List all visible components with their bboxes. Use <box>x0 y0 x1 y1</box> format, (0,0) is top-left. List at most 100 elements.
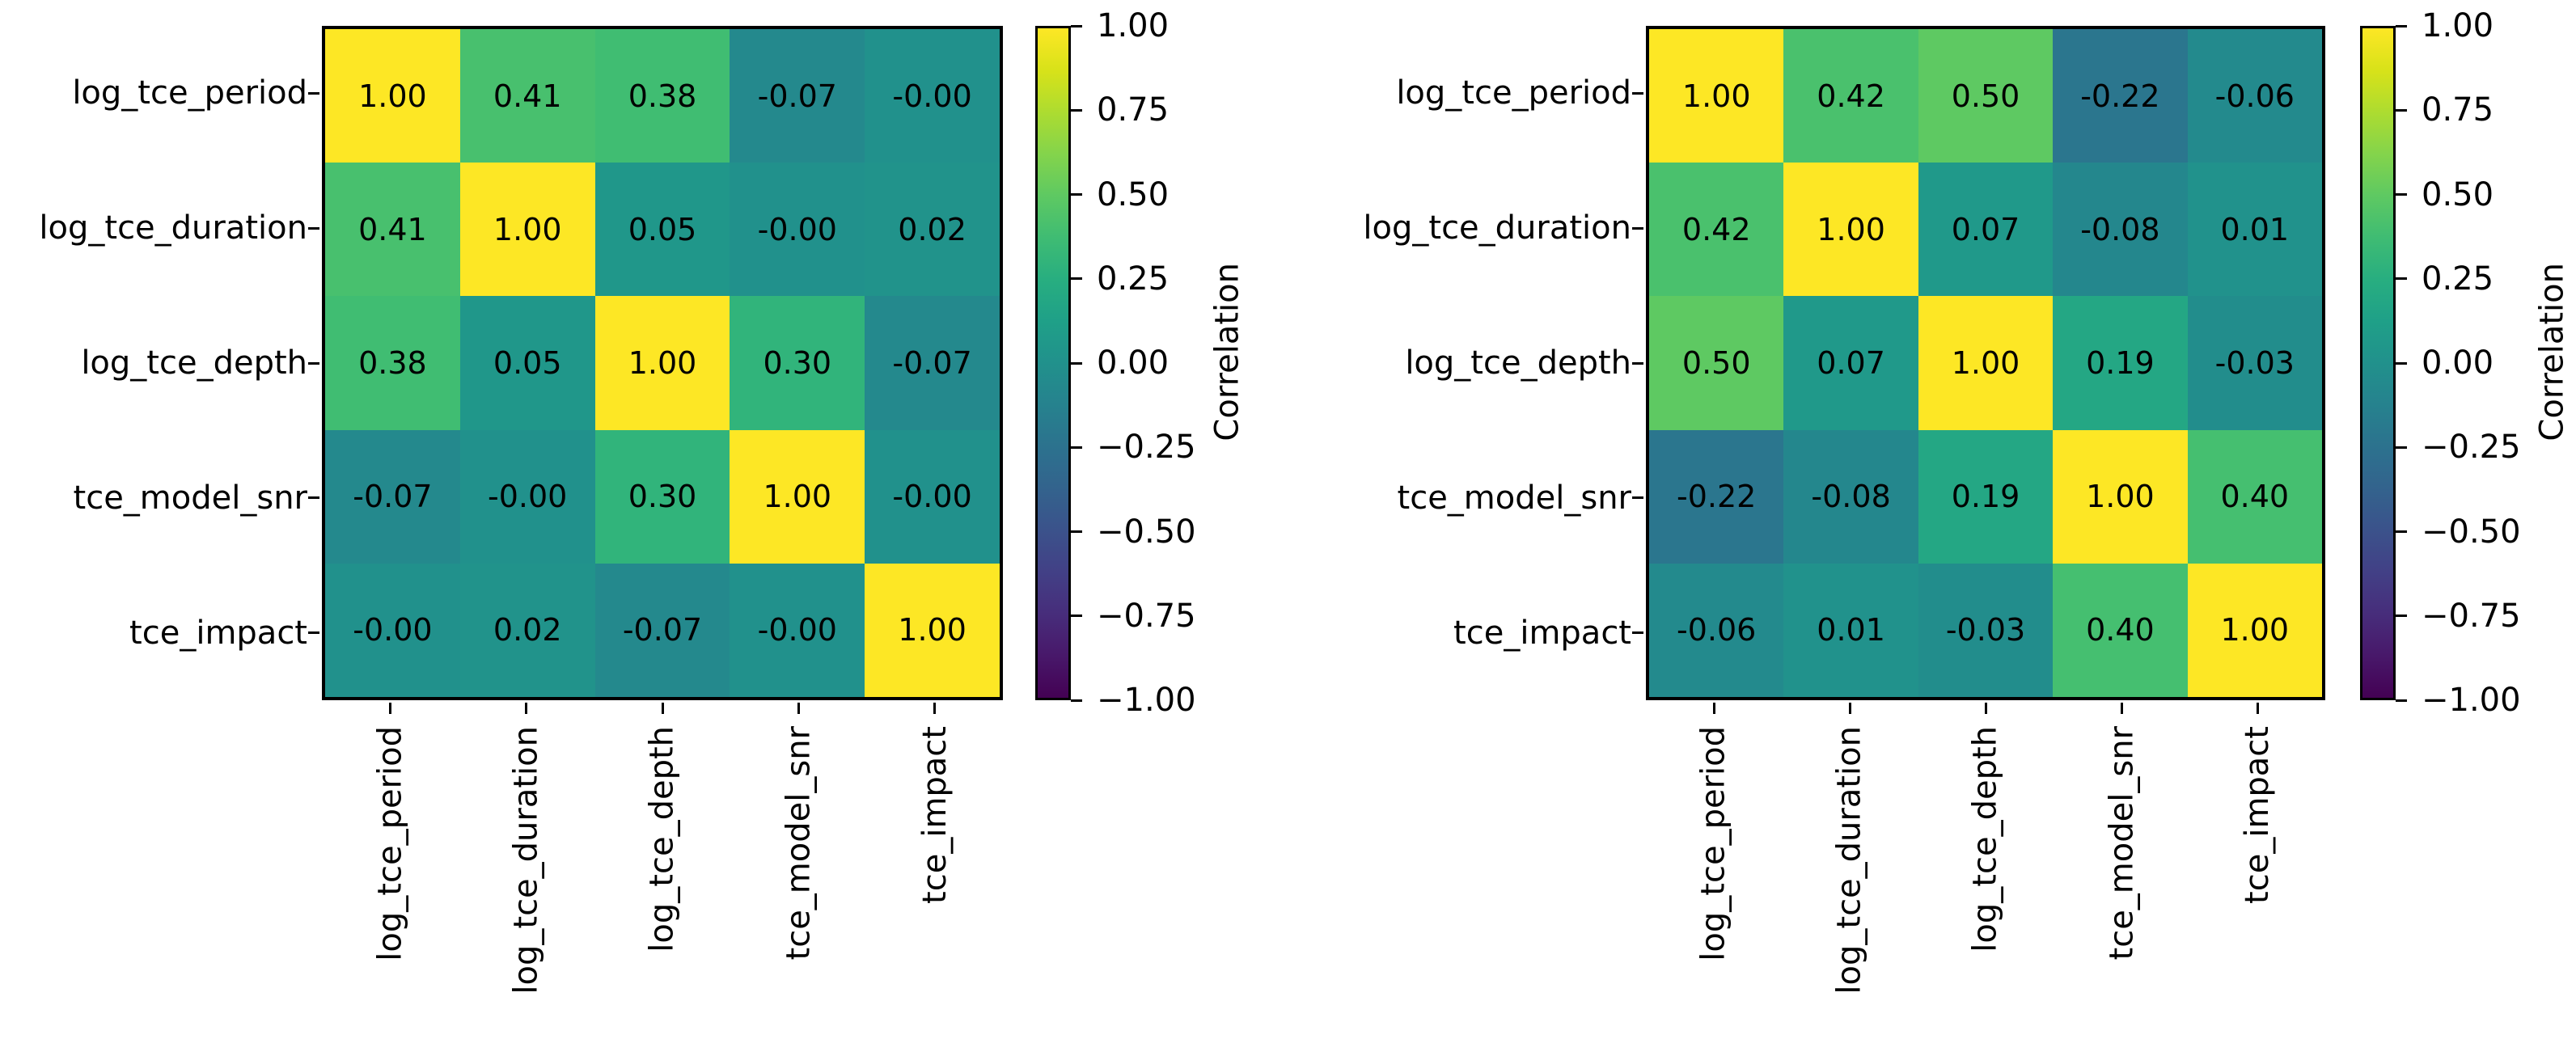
heatmap-cell: 0.02 <box>459 563 595 697</box>
y-axis-tick <box>308 496 319 500</box>
heatmap-cell: -0.06 <box>1649 563 1784 697</box>
colorbar-tick <box>2396 530 2407 533</box>
colorbar-tick <box>1071 361 1082 365</box>
heatmap-cell: 0.42 <box>1783 29 1918 163</box>
y-axis-tick <box>308 361 319 365</box>
colorbar-tick-label: 0.75 <box>2422 91 2494 129</box>
heatmap-cell: -0.22 <box>1649 429 1784 564</box>
heatmap-cell: -0.00 <box>865 429 1000 564</box>
heatmap-cell: -0.00 <box>325 563 460 697</box>
heatmap-grid: 1.00 0.42 0.50 -0.22 -0.06 0.42 1.00 0.07 -0.08 0… <box>1646 26 2325 700</box>
heatmap-cell: 0.05 <box>594 163 730 297</box>
colorbar-axis-label: Correlation <box>1209 263 1246 441</box>
heatmap-cell: -0.08 <box>1783 429 1918 564</box>
y-axis-tick-label: tce_impact <box>129 614 307 652</box>
heatmap-cell: 0.50 <box>1918 29 2054 163</box>
colorbar-tick-label: 0.50 <box>1097 175 1170 213</box>
y-axis-tick-label: log_tce_duration <box>1363 209 1631 247</box>
colorbar-tick <box>2396 277 2407 281</box>
x-axis-tick-label: log_tce_depth <box>1967 726 2004 952</box>
heatmap-cell: -0.22 <box>2053 29 2188 163</box>
x-axis-tick-label: log_tce_period <box>1695 726 1732 961</box>
heatmap-cell: -0.00 <box>730 563 865 697</box>
colorbar-tick <box>2396 24 2407 27</box>
colorbar-tick <box>1071 530 1082 533</box>
y-axis-tick <box>1632 361 1643 365</box>
colorbar-tick <box>1071 24 1082 27</box>
x-axis-tick <box>2120 703 2123 714</box>
colorbar-tick <box>2396 108 2407 112</box>
heatmap-cell: 0.38 <box>594 29 730 163</box>
x-axis-tick-label: log_tce_duration <box>507 726 545 995</box>
y-axis-tick <box>308 226 319 230</box>
heatmap-cell: 1.00 <box>730 429 865 564</box>
y-axis-tick-label: tce_impact <box>1453 614 1631 652</box>
colorbar-tick-label: 1.00 <box>2422 7 2494 44</box>
heatmap-grid: 1.00 0.41 0.38 -0.07 -0.00 0.41 1.00 0.05 -0.00 0… <box>322 26 1003 700</box>
x-axis-tick <box>797 703 800 714</box>
y-axis-tick-label: tce_model_snr <box>73 479 307 517</box>
colorbar-tick <box>1071 446 1082 449</box>
heatmap-cell: 0.30 <box>730 296 865 430</box>
heatmap-cell: 0.19 <box>1918 429 2054 564</box>
x-axis-tick-label: log_tce_depth <box>644 726 681 952</box>
heatmap-cell: 1.00 <box>325 29 460 163</box>
colorbar-tick-label: −0.25 <box>2422 429 2521 467</box>
colorbar-tick-label: −0.75 <box>1097 597 1196 635</box>
heatmap-cell: -0.06 <box>2187 29 2322 163</box>
heatmap-cell: -0.07 <box>594 563 730 697</box>
colorbar-tick <box>2396 615 2407 618</box>
y-axis-tick <box>308 91 319 95</box>
y-axis-tick-label: log_tce_depth <box>81 344 307 382</box>
x-axis-tick <box>2256 703 2259 714</box>
heatmap-cell: 0.40 <box>2053 563 2188 697</box>
colorbar <box>1035 26 1071 700</box>
y-axis-tick <box>1632 91 1643 95</box>
colorbar-tick-label: 0.25 <box>2422 260 2494 298</box>
y-axis-tick <box>1632 226 1643 230</box>
heatmap-cell: 1.00 <box>2187 563 2322 697</box>
colorbar-tick <box>1071 277 1082 281</box>
x-axis-tick-label: tce_model_snr <box>780 726 818 961</box>
colorbar-tick-label: −0.50 <box>2422 513 2521 551</box>
heatmap-cell: 1.00 <box>1783 163 1918 297</box>
x-axis-tick-label: log_tce_duration <box>1831 726 1868 995</box>
x-axis-tick <box>1984 703 1987 714</box>
x-axis-tick <box>1848 703 1851 714</box>
heatmap-cell: -0.07 <box>325 429 460 564</box>
colorbar-axis-label: Correlation <box>2534 263 2571 441</box>
y-axis-tick-label: log_tce_period <box>1396 74 1631 112</box>
x-axis-tick-label: log_tce_period <box>371 726 409 961</box>
colorbar-tick-label: 0.00 <box>2422 344 2494 382</box>
heatmap-cell: 0.07 <box>1783 296 1918 430</box>
colorbar-tick <box>2396 193 2407 196</box>
heatmap-cell: 0.02 <box>865 163 1000 297</box>
colorbar-tick-label: 0.75 <box>1097 91 1170 129</box>
heatmap-cell: 0.38 <box>325 296 460 430</box>
x-axis-tick <box>1712 703 1715 714</box>
y-axis-tick <box>1632 496 1643 500</box>
y-axis-tick <box>1632 631 1643 635</box>
heatmap-cell: -0.08 <box>2053 163 2188 297</box>
heatmap-cell: -0.00 <box>459 429 595 564</box>
heatmap-cell: 1.00 <box>2053 429 2188 564</box>
colorbar-tick-label: 1.00 <box>1097 7 1170 44</box>
heatmap-cell: 0.40 <box>2187 429 2322 564</box>
heatmap-cell: 0.01 <box>2187 163 2322 297</box>
colorbar-tick-label: 0.00 <box>1097 344 1170 382</box>
colorbar-tick-label: −1.00 <box>1097 682 1196 719</box>
colorbar-tick-label: −1.00 <box>2422 682 2521 719</box>
y-axis-tick-label: tce_model_snr <box>1397 479 1631 517</box>
heatmap-cell: 1.00 <box>1918 296 2054 430</box>
heatmap-cell: -0.07 <box>865 296 1000 430</box>
colorbar <box>2360 26 2396 700</box>
colorbar-tick-label: 0.50 <box>2422 175 2494 213</box>
heatmap-cell: 0.19 <box>2053 296 2188 430</box>
x-axis-tick <box>661 703 664 714</box>
heatmap-cell: 0.05 <box>459 296 595 430</box>
heatmap-cell: 0.01 <box>1783 563 1918 697</box>
heatmap-cell: 1.00 <box>594 296 730 430</box>
x-axis-tick <box>525 703 528 714</box>
heatmap-cell: 0.07 <box>1918 163 2054 297</box>
